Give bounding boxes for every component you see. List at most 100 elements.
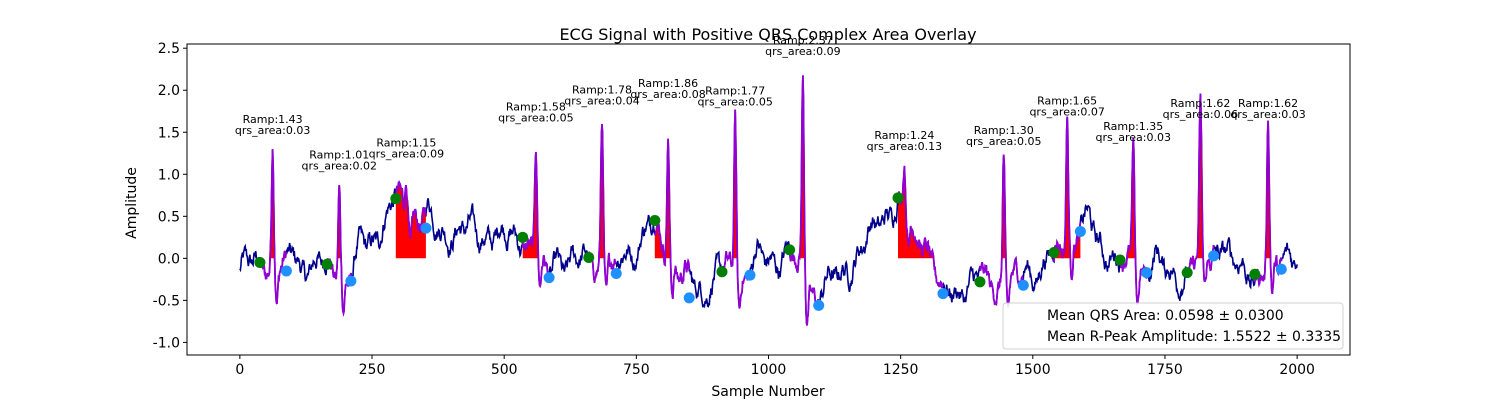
r-amp-annotation: Ramp:2.37 — [773, 34, 833, 47]
qrs-area-annotation: qrs_area:0.03 — [235, 124, 310, 137]
qrs-offset-marker — [1140, 267, 1152, 279]
qrs-segment-line — [653, 138, 691, 299]
qrs-offset-marker — [744, 269, 756, 281]
x-tick-label: 750 — [623, 362, 650, 378]
qrs-onset-marker — [1249, 268, 1261, 280]
qrs-segment-line — [1053, 116, 1082, 281]
qrs-area-fill — [395, 182, 426, 259]
qrs-area-annotation: qrs_area:0.09 — [369, 148, 444, 161]
r-amp-annotation: Ramp:1.43 — [243, 113, 303, 126]
x-tick-label: 250 — [359, 362, 386, 378]
x-tick-label: 1750 — [1147, 362, 1183, 378]
qrs-area-annotation: qrs_area:0.05 — [498, 112, 573, 125]
r-amp-annotation: Ramp:1.62 — [1238, 97, 1298, 110]
legend-entry-r-peak-amplitude: Mean R-Peak Amplitude: 1.5522 ± 0.3335 — [1047, 329, 1341, 345]
qrs-area-fill — [1054, 116, 1081, 259]
r-amp-annotation: Ramp:1.01 — [309, 148, 369, 161]
r-amp-annotation: Ramp:1.78 — [572, 84, 632, 97]
qrs-area-fill — [522, 152, 550, 259]
x-tick-label: 1000 — [751, 362, 787, 378]
qrs-area-annotation: qrs_area:0.06 — [1163, 108, 1238, 121]
y-tick-label: 0.0 — [158, 251, 180, 267]
legend-entry-qrs-area: Mean QRS Area: 0.0598 ± 0.0300 — [1047, 308, 1284, 324]
y-axis-label: Amplitude — [124, 167, 140, 239]
qrs-area-annotation: qrs_area:0.09 — [765, 45, 840, 58]
x-tick-label: 0 — [235, 362, 244, 378]
r-amp-annotation: Ramp:1.65 — [1037, 95, 1097, 108]
y-tick-label: 1.5 — [158, 125, 180, 141]
qrs-segment-line — [259, 149, 288, 305]
qrs-onset-marker — [390, 193, 402, 205]
qrs-segment-line — [979, 154, 1024, 308]
qrs-onset-marker — [583, 251, 595, 263]
qrs-segment-line — [1186, 93, 1215, 283]
r-amp-annotation: Ramp:1.77 — [705, 85, 765, 98]
y-tick-label: 1.0 — [158, 167, 180, 183]
r-amp-annotation: Ramp:1.58 — [506, 101, 566, 114]
y-tick-label: -1.0 — [153, 335, 180, 351]
annotation-layer: Ramp:1.43qrs_area:0.03Ramp:1.01qrs_area:… — [235, 34, 1306, 172]
qrs-onset-marker — [784, 244, 796, 256]
qrs-area-annotation: qrs_area:0.04 — [564, 95, 639, 108]
qrs-offset-marker — [683, 292, 695, 304]
qrs-area-fill — [1187, 93, 1214, 259]
qrs-area-annotation: qrs_area:0.05 — [966, 135, 1041, 148]
qrs-onset-marker — [1114, 254, 1126, 266]
qrs-offset-marker — [345, 275, 357, 287]
qrs-offset-marker — [280, 265, 292, 277]
qrs-area-fill — [898, 165, 943, 259]
x-tick-label: 1500 — [1015, 362, 1051, 378]
qrs-onset-marker — [254, 257, 266, 269]
qrs-area-annotation: qrs_area:0.03 — [1096, 131, 1171, 144]
qrs-offset-marker — [1208, 250, 1220, 262]
y-tick-label: 2.5 — [158, 41, 180, 57]
qrs-onset-marker — [321, 258, 333, 270]
x-tick-label: 2000 — [1279, 362, 1315, 378]
series-layer — [239, 75, 1298, 326]
qrs-offset-marker — [1074, 225, 1086, 237]
qrs-segment-line — [521, 151, 550, 289]
axis-layer: 0 250 500 750 1000 1250 1500 1750 2000 -1.0 -0.5 0.… — [153, 41, 1315, 378]
qrs-onset-marker — [1048, 246, 1060, 258]
qrs-offset-marker — [937, 288, 949, 300]
x-tick-label: 500 — [491, 362, 518, 378]
qrs-onset-marker — [1181, 267, 1193, 279]
qrs-area-annotation: qrs_area:0.03 — [1230, 108, 1305, 121]
qrs-segment-line — [1253, 120, 1283, 294]
qrs-onset-marker — [716, 266, 728, 278]
qrs-area-annotation: qrs_area:0.05 — [697, 96, 772, 109]
qrs-onset-marker — [974, 276, 986, 288]
x-axis-label: Sample Number — [711, 384, 824, 400]
y-tick-label: 2.0 — [158, 83, 180, 99]
chart-title: ECG Signal with Positive QRS Complex Are… — [559, 25, 976, 44]
qrs-offset-marker — [543, 272, 555, 284]
legend-box — [1002, 302, 1344, 350]
qrs-area-annotation: qrs_area:0.07 — [1029, 106, 1104, 119]
qrs-onset-marker — [892, 192, 904, 204]
qrs-offset-marker — [420, 222, 432, 234]
qrs-segment-line — [897, 165, 944, 289]
r-amp-annotation: Ramp:1.24 — [874, 129, 934, 142]
r-amp-annotation: Ramp:1.86 — [638, 77, 698, 90]
qrs-offset-marker — [1275, 263, 1287, 275]
qrs-offset-marker — [610, 267, 622, 279]
r-amp-annotation: Ramp:1.35 — [1103, 120, 1163, 133]
qrs-area-fill — [1120, 137, 1147, 259]
qrs-area-annotation: qrs_area:0.08 — [630, 88, 705, 101]
qrs-area-fill — [654, 138, 690, 259]
qrs-segment-line — [394, 180, 427, 239]
qrs-segment-line — [788, 75, 820, 326]
x-tick-label: 1250 — [883, 362, 919, 378]
qrs-area-fill — [1254, 120, 1282, 259]
qrs-area-annotation: qrs_area:0.02 — [302, 159, 377, 172]
qrs-onset-marker — [649, 215, 661, 227]
qrs-onset-marker — [517, 231, 529, 243]
qrs-area-annotation: qrs_area:0.13 — [867, 140, 942, 153]
legend: Mean QRS Area: 0.0598 ± 0.0300 Mean R-Pe… — [1002, 302, 1344, 350]
y-tick-label: 0.5 — [158, 209, 180, 225]
r-amp-annotation: Ramp:1.62 — [1170, 97, 1230, 110]
r-amp-annotation: Ramp:1.30 — [974, 124, 1034, 137]
r-amp-annotation: Ramp:1.15 — [376, 137, 436, 150]
